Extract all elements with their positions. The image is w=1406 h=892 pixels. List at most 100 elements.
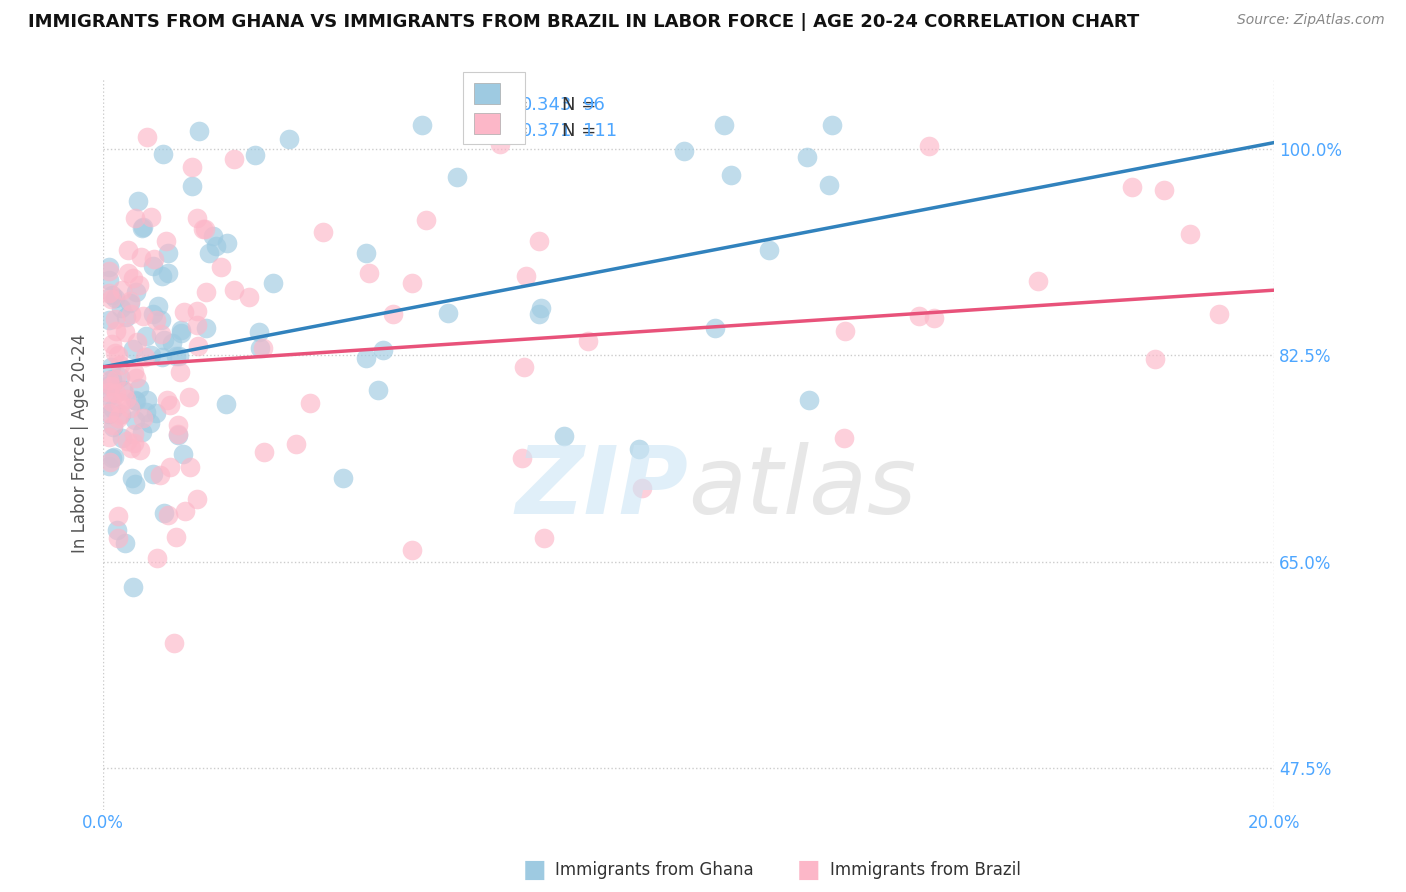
Point	[401, 276, 423, 290]
Point	[98, 406, 121, 420]
Point	[174, 504, 197, 518]
Point	[141, 348, 163, 362]
Point	[156, 266, 179, 280]
Point	[125, 285, 148, 300]
Point	[132, 309, 155, 323]
Point	[115, 392, 138, 406]
Point	[142, 307, 165, 321]
Point	[382, 307, 405, 321]
Point	[107, 411, 129, 425]
Point	[155, 235, 177, 249]
Text: N =: N =	[562, 96, 602, 114]
Point	[101, 420, 124, 434]
Point	[156, 246, 179, 260]
Point	[100, 394, 122, 409]
Point	[238, 290, 260, 304]
Point	[127, 194, 149, 209]
Point	[177, 390, 200, 404]
Point	[298, 396, 321, 410]
Point	[108, 370, 131, 384]
Point	[834, 324, 856, 338]
Point	[1153, 183, 1175, 197]
Point	[179, 459, 201, 474]
Point	[101, 451, 124, 466]
Point	[628, 442, 651, 457]
Text: ■: ■	[523, 858, 546, 881]
Point	[159, 459, 181, 474]
Point	[1178, 227, 1201, 241]
Point	[110, 407, 132, 421]
Point	[170, 326, 193, 340]
Point	[101, 418, 124, 433]
Point	[104, 324, 127, 338]
Point	[124, 392, 146, 407]
Point	[98, 260, 121, 275]
Text: 96: 96	[583, 96, 606, 114]
Point	[169, 365, 191, 379]
Point	[186, 492, 208, 507]
Point	[131, 221, 153, 235]
Point	[415, 213, 437, 227]
Point	[136, 393, 159, 408]
Point	[704, 320, 727, 334]
Point	[122, 427, 145, 442]
Point	[908, 309, 931, 323]
Point	[107, 348, 129, 362]
Point	[145, 313, 167, 327]
Text: 111: 111	[583, 121, 617, 140]
Point	[153, 333, 176, 347]
Point	[112, 384, 135, 398]
Point	[152, 147, 174, 161]
Point	[142, 467, 165, 481]
Point	[758, 244, 780, 258]
Point	[104, 311, 127, 326]
Point	[201, 229, 224, 244]
Point	[284, 436, 307, 450]
Point	[222, 152, 245, 166]
Point	[135, 329, 157, 343]
Point	[720, 168, 742, 182]
Point	[149, 326, 172, 341]
Point	[107, 531, 129, 545]
Point	[118, 293, 141, 308]
Point	[205, 239, 228, 253]
Point	[515, 269, 537, 284]
Point	[821, 118, 844, 132]
Point	[98, 273, 121, 287]
Point	[512, 360, 534, 375]
Point	[114, 310, 136, 324]
Point	[124, 365, 146, 379]
Point	[357, 266, 380, 280]
Point	[98, 455, 121, 469]
Point	[489, 136, 512, 151]
Point	[527, 307, 550, 321]
Text: Immigrants from Ghana: Immigrants from Ghana	[555, 861, 754, 879]
Point	[437, 305, 460, 319]
Text: ■: ■	[797, 858, 820, 881]
Point	[149, 468, 172, 483]
Point	[103, 450, 125, 465]
Point	[249, 342, 271, 356]
Point	[153, 506, 176, 520]
Text: ZIP: ZIP	[516, 442, 689, 533]
Point	[673, 144, 696, 158]
Point	[262, 277, 284, 291]
Point	[252, 342, 274, 356]
Point	[124, 413, 146, 427]
Point	[150, 268, 173, 283]
Point	[172, 447, 194, 461]
Point	[533, 531, 555, 545]
Text: R =: R =	[495, 121, 534, 140]
Point	[924, 311, 946, 326]
Point	[124, 476, 146, 491]
Point	[278, 131, 301, 145]
Point	[110, 358, 132, 372]
Point	[114, 325, 136, 339]
Point	[129, 442, 152, 457]
Point	[98, 385, 121, 400]
Point	[104, 386, 127, 401]
Point	[167, 349, 190, 363]
Text: R =: R =	[495, 96, 534, 114]
Point	[249, 325, 271, 339]
Point	[105, 372, 128, 386]
